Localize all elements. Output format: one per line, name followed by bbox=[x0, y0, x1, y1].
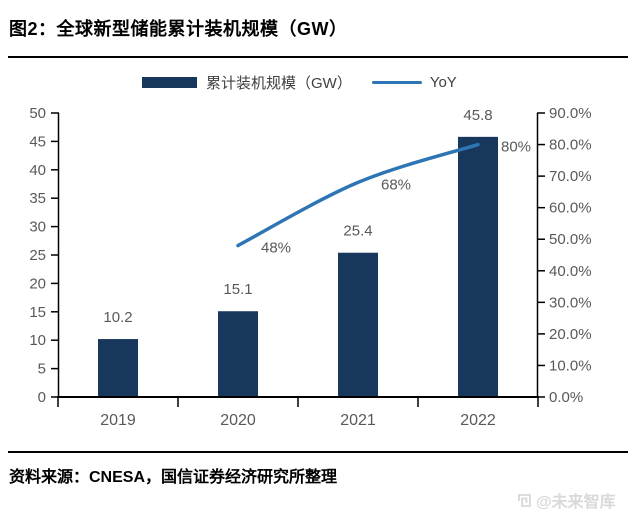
bar-2022 bbox=[458, 136, 498, 397]
title-divider bbox=[8, 56, 628, 58]
left-axis-tick-label: 20 bbox=[29, 275, 46, 292]
left-axis-tick-label: 35 bbox=[29, 190, 46, 207]
left-axis-tick-label: 5 bbox=[38, 361, 46, 378]
yoy-point-label: 48% bbox=[261, 240, 291, 257]
bar-value-label: 45.8 bbox=[463, 107, 492, 124]
legend-bar-swatch bbox=[142, 76, 197, 88]
yoy-point-label: 68% bbox=[381, 176, 411, 193]
right-axis-tick-label: 0.0% bbox=[549, 389, 583, 406]
left-axis-tick-label: 40 bbox=[29, 162, 46, 179]
x-axis-category-label: 2019 bbox=[100, 412, 136, 429]
left-axis-tick-label: 25 bbox=[29, 247, 46, 264]
right-axis-tick-label: 60.0% bbox=[549, 200, 592, 217]
legend-bar-label: 累计装机规模（GW） bbox=[206, 74, 352, 92]
bar-2019 bbox=[98, 339, 138, 397]
right-axis-tick-label: 70.0% bbox=[549, 168, 592, 185]
right-axis-tick-label: 80.0% bbox=[549, 137, 592, 154]
watermark-text: @未来智库 bbox=[536, 494, 616, 511]
x-axis-category-label: 2022 bbox=[460, 412, 496, 429]
watermark: @未来智库 bbox=[516, 488, 616, 512]
right-axis-tick-label: 20.0% bbox=[549, 326, 592, 343]
right-axis-tick-label: 30.0% bbox=[549, 294, 592, 311]
left-axis-tick-label: 10 bbox=[29, 332, 46, 349]
left-axis-tick-label: 0 bbox=[38, 389, 46, 406]
source-divider bbox=[8, 451, 628, 453]
legend-line-swatch bbox=[371, 80, 422, 84]
right-axis-tick-label: 40.0% bbox=[549, 263, 592, 280]
yoy-point-label: 80% bbox=[501, 139, 531, 156]
bar-2020 bbox=[218, 311, 258, 397]
figure-title: 图2：全球新型储能累计装机规模（GW） bbox=[9, 19, 348, 39]
right-axis-tick-label: 90.0% bbox=[549, 105, 592, 122]
yoy-line bbox=[236, 142, 480, 248]
bar-value-label: 10.2 bbox=[103, 309, 132, 326]
bar-value-label: 15.1 bbox=[223, 281, 252, 298]
left-axis-tick-label: 45 bbox=[29, 133, 46, 150]
x-axis-category-label: 2020 bbox=[220, 412, 256, 429]
right-axis-tick-label: 10.0% bbox=[549, 357, 592, 374]
chart-legend: 累计装机规模（GW） YoY bbox=[142, 72, 457, 92]
bar-value-label: 25.4 bbox=[343, 223, 372, 240]
source-note: 资料来源：CNESA，国信证券经济研究所整理 bbox=[9, 469, 338, 486]
left-axis-tick-label: 15 bbox=[29, 304, 46, 321]
x-axis-category-label: 2021 bbox=[340, 412, 376, 429]
left-axis-tick-label: 50 bbox=[29, 105, 46, 122]
right-axis-tick-label: 50.0% bbox=[549, 231, 592, 248]
bar-2021 bbox=[338, 252, 378, 397]
legend-line-label: YoY bbox=[429, 73, 457, 91]
left-axis-tick-label: 30 bbox=[29, 219, 46, 236]
maze-logo-icon bbox=[518, 493, 531, 507]
